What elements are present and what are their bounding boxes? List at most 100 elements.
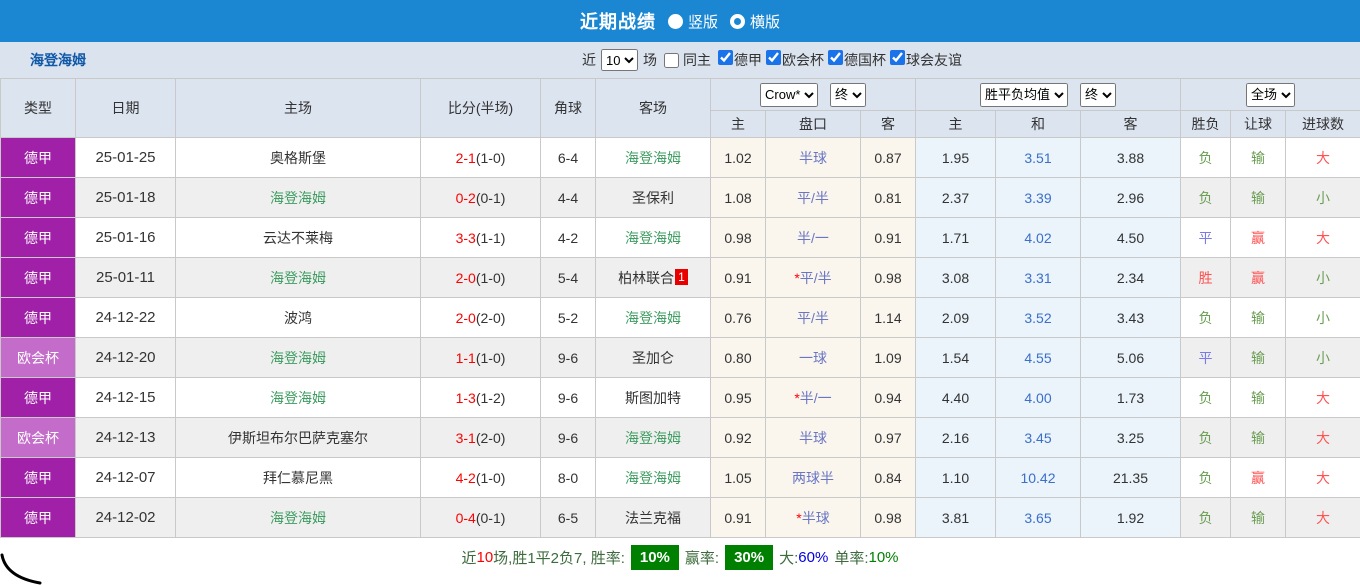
sub-header-home-odds: 主 [710, 110, 766, 138]
away-team-cell[interactable]: 海登海姆 [595, 417, 711, 458]
home-team-cell[interactable]: 海登海姆 [175, 257, 421, 298]
handicap-cell: *半/一 [765, 377, 861, 418]
scope-select[interactable]: 全场 [1246, 82, 1295, 107]
matches-label: 场 [643, 52, 657, 68]
home-team-cell[interactable]: 拜仁慕尼黑 [175, 457, 421, 498]
avg-odds-select[interactable]: 胜平负均值 [980, 82, 1069, 107]
handicap-cell: 半/一 [765, 217, 861, 258]
handicap-text: 半/一 [797, 229, 829, 246]
league-checkbox[interactable] [828, 50, 843, 65]
home-team-cell[interactable]: 奥格斯堡 [175, 137, 421, 178]
near-count-select[interactable]: 10 [601, 49, 638, 71]
goals-result-cell: 小 [1284, 337, 1360, 378]
avg-draw-cell: 4.02 [995, 217, 1081, 258]
wdl-result-cell: 胜 [1180, 257, 1231, 298]
home-team-cell[interactable]: 海登海姆 [175, 177, 421, 218]
single-rate: 10% [868, 549, 899, 566]
league-checkbox-label: 欧会杯 [782, 52, 824, 68]
avg-draw-cell: 3.31 [995, 257, 1081, 298]
handicap-text: 一球 [799, 349, 827, 366]
score-cell: 2-0(2-0) [420, 297, 541, 338]
table-row: 德甲 25-01-18 海登海姆 0-2(0-1) 4-4 圣保利 1.08 平… [0, 177, 1360, 218]
odds-time-select[interactable]: 终 [829, 82, 866, 107]
date-cell: 24-12-07 [75, 457, 176, 498]
away-team-cell[interactable]: 柏林联合 1 [595, 257, 711, 298]
avg-away-cell: 3.25 [1080, 417, 1181, 458]
odds-home-cell: 0.80 [710, 337, 766, 378]
top-banner: 近期战绩 竖版 横版 [0, 0, 1360, 42]
avg-draw-cell: 3.39 [995, 177, 1081, 218]
sub-header-handicap: 盘口 [765, 110, 861, 138]
same-home-checkbox[interactable] [664, 52, 679, 68]
fulltime-score: 0-2 [455, 189, 476, 206]
home-team-cell[interactable]: 伊斯坦布尔巴萨克塞尔 [175, 417, 421, 458]
odds-company-select[interactable]: Crow* [760, 82, 819, 107]
handicap-text: 平/半 [797, 189, 829, 206]
home-team-cell[interactable]: 海登海姆 [175, 337, 421, 378]
goals-result-cell: 大 [1284, 217, 1360, 258]
competition-cell: 德甲 [0, 457, 76, 498]
avg-home-cell: 3.81 [915, 497, 996, 538]
radio-circle-selected-icon[interactable] [730, 13, 745, 29]
odds-home-cell: 0.91 [710, 497, 766, 538]
goals-result-cell: 小 [1284, 297, 1360, 338]
avg-home-cell: 2.37 [915, 177, 996, 218]
halftime-score: (0-1) [475, 189, 506, 206]
away-team-cell[interactable]: 海登海姆 [595, 217, 711, 258]
sub-header-avg-home: 主 [915, 110, 996, 138]
halftime-score: (1-0) [475, 149, 506, 166]
home-team-cell[interactable]: 云达不莱梅 [175, 217, 421, 258]
away-team-cell[interactable]: 斯图加特 [595, 377, 711, 418]
single-label: 单率: [834, 550, 869, 567]
odds-home-cell: 0.92 [710, 417, 766, 458]
col-header-away: 客场 [595, 78, 711, 138]
win-rate-badge: 10% [630, 545, 679, 570]
competition-cell: 德甲 [0, 257, 76, 298]
corners-cell: 6-4 [540, 137, 596, 178]
handicap-result-cell: 赢 [1230, 217, 1286, 258]
table-row: 德甲 24-12-02 海登海姆 0-4(0-1) 6-5 法兰克福 0.91 … [0, 497, 1360, 538]
away-team-cell[interactable]: 圣加仑 [595, 337, 711, 378]
away-team-cell[interactable]: 海登海姆 [595, 297, 711, 338]
away-team-cell[interactable]: 法兰克福 [595, 497, 711, 538]
wdl-result-cell: 负 [1180, 377, 1231, 418]
handicap-result-cell: 输 [1230, 297, 1286, 338]
wdl-result-cell: 负 [1180, 177, 1231, 218]
goals-result-cell: 大 [1284, 497, 1360, 538]
league-checkbox[interactable] [718, 50, 733, 65]
layout-radio-vertical[interactable]: 竖版 [667, 11, 718, 32]
avg-draw-cell: 4.00 [995, 377, 1081, 418]
same-home-label: 同主 [683, 52, 711, 68]
league-checkbox[interactable] [766, 50, 781, 65]
fulltime-score: 1-3 [455, 389, 476, 406]
away-team-cell[interactable]: 海登海姆 [595, 457, 711, 498]
fulltime-score: 4-2 [455, 469, 476, 486]
wdl-result-cell: 负 [1180, 497, 1231, 538]
summary-text: 场,胜1平2负7, 胜率: [493, 550, 625, 567]
table-row: 德甲 24-12-07 拜仁慕尼黑 4-2(1-0) 8-0 海登海姆 1.05… [0, 457, 1360, 498]
sub-header-avg-draw: 和 [995, 110, 1081, 138]
home-team-cell[interactable]: 海登海姆 [175, 497, 421, 538]
home-team-cell[interactable]: 波鸿 [175, 297, 421, 338]
handicap-text: 半球 [799, 149, 827, 166]
goals-result-cell: 大 [1284, 417, 1360, 458]
wdl-result-cell: 负 [1180, 137, 1231, 178]
away-team-cell[interactable]: 海登海姆 [595, 137, 711, 178]
league-checkbox-label: 球会友谊 [906, 52, 962, 68]
avg-away-cell: 1.73 [1080, 377, 1181, 418]
summary-footer: 近 10 场,胜1平2负7, 胜率: 10% 赢率: 30% 大: 60% 单率: 10… [0, 538, 1360, 577]
table-row: 德甲 24-12-22 波鸿 2-0(2-0) 5-2 海登海姆 0.76 平/… [0, 297, 1360, 338]
layout-radio-horizontal[interactable]: 横版 [730, 11, 780, 32]
avg-away-cell: 4.50 [1080, 217, 1181, 258]
league-checkbox[interactable] [890, 50, 905, 65]
home-team-cell[interactable]: 海登海姆 [175, 377, 421, 418]
fulltime-score: 2-0 [455, 309, 476, 326]
avg-home-cell: 1.10 [915, 457, 996, 498]
away-team-cell[interactable]: 圣保利 [595, 177, 711, 218]
table-row: 德甲 25-01-25 奥格斯堡 2-1(1-0) 6-4 海登海姆 1.02 … [0, 137, 1360, 178]
avg-time-select[interactable]: 终 [1079, 82, 1116, 107]
radio-circle-icon[interactable] [667, 13, 683, 29]
cursor-artifact [0, 553, 42, 585]
halftime-score: (1-1) [475, 229, 506, 246]
big-label: 大: [779, 550, 799, 567]
